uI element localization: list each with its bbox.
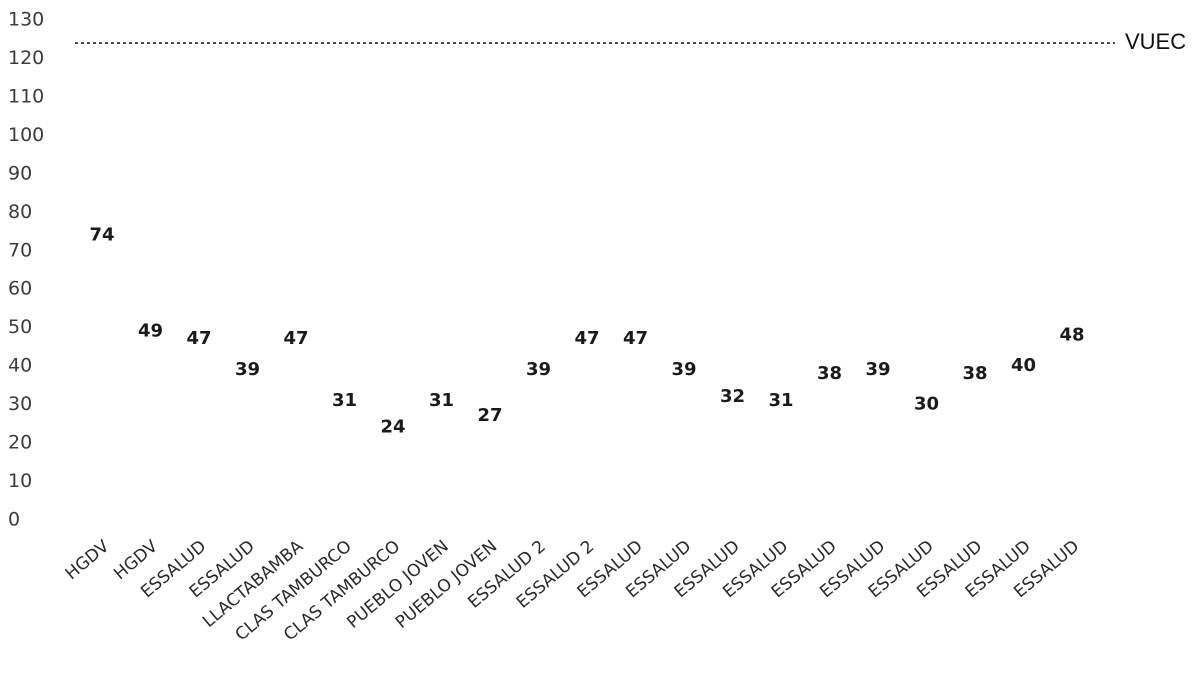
y-axis: 0 10 20 30 40 50 60 70 80 90 100 110 120 130: [8, 9, 44, 531]
data-label: 39: [671, 359, 696, 380]
y-tick-label: 130: [8, 9, 44, 31]
y-tick-label: 60: [8, 278, 32, 300]
y-tick-label: 120: [8, 47, 44, 69]
data-label: 39: [865, 359, 890, 380]
y-tick-label: 40: [8, 355, 32, 377]
y-tick-label: 100: [8, 124, 44, 146]
data-label: 31: [332, 390, 357, 411]
data-label: 47: [623, 328, 648, 349]
y-tick-label: 110: [8, 85, 44, 107]
data-label: 40: [1011, 355, 1036, 376]
y-tick-label: 30: [8, 393, 32, 415]
data-label: 39: [526, 359, 551, 380]
data-label: 30: [914, 394, 939, 415]
data-label: 38: [962, 363, 987, 384]
y-tick-label: 90: [8, 162, 32, 184]
data-label: 47: [283, 328, 308, 349]
data-label: 38: [817, 363, 842, 384]
data-label: 31: [768, 390, 793, 411]
y-tick-label: 20: [8, 432, 32, 454]
data-label: 24: [380, 417, 405, 438]
x-tick-label: HGDV: [62, 536, 114, 584]
data-label: 47: [186, 328, 211, 349]
data-label: 27: [477, 405, 502, 426]
y-tick-label: 50: [8, 316, 32, 338]
data-labels: 74 49 47 39 47 31 24 31 27 39 47 47 39 32 31 38 39 30 38 40…: [89, 224, 1084, 437]
y-tick-label: 80: [8, 201, 32, 223]
reference-line-label: VUEC: [1125, 29, 1186, 54]
y-tick-label: 10: [8, 470, 32, 492]
data-label: 31: [429, 390, 454, 411]
data-label: 32: [720, 386, 745, 407]
y-tick-label: 70: [8, 239, 32, 261]
data-label: 39: [235, 359, 260, 380]
data-label: 47: [574, 328, 599, 349]
data-label: 48: [1059, 324, 1084, 345]
reference-line-group: VUEC: [75, 29, 1186, 54]
data-label: 74: [89, 224, 114, 245]
data-label: 49: [138, 321, 163, 342]
y-tick-label: 0: [8, 509, 20, 531]
